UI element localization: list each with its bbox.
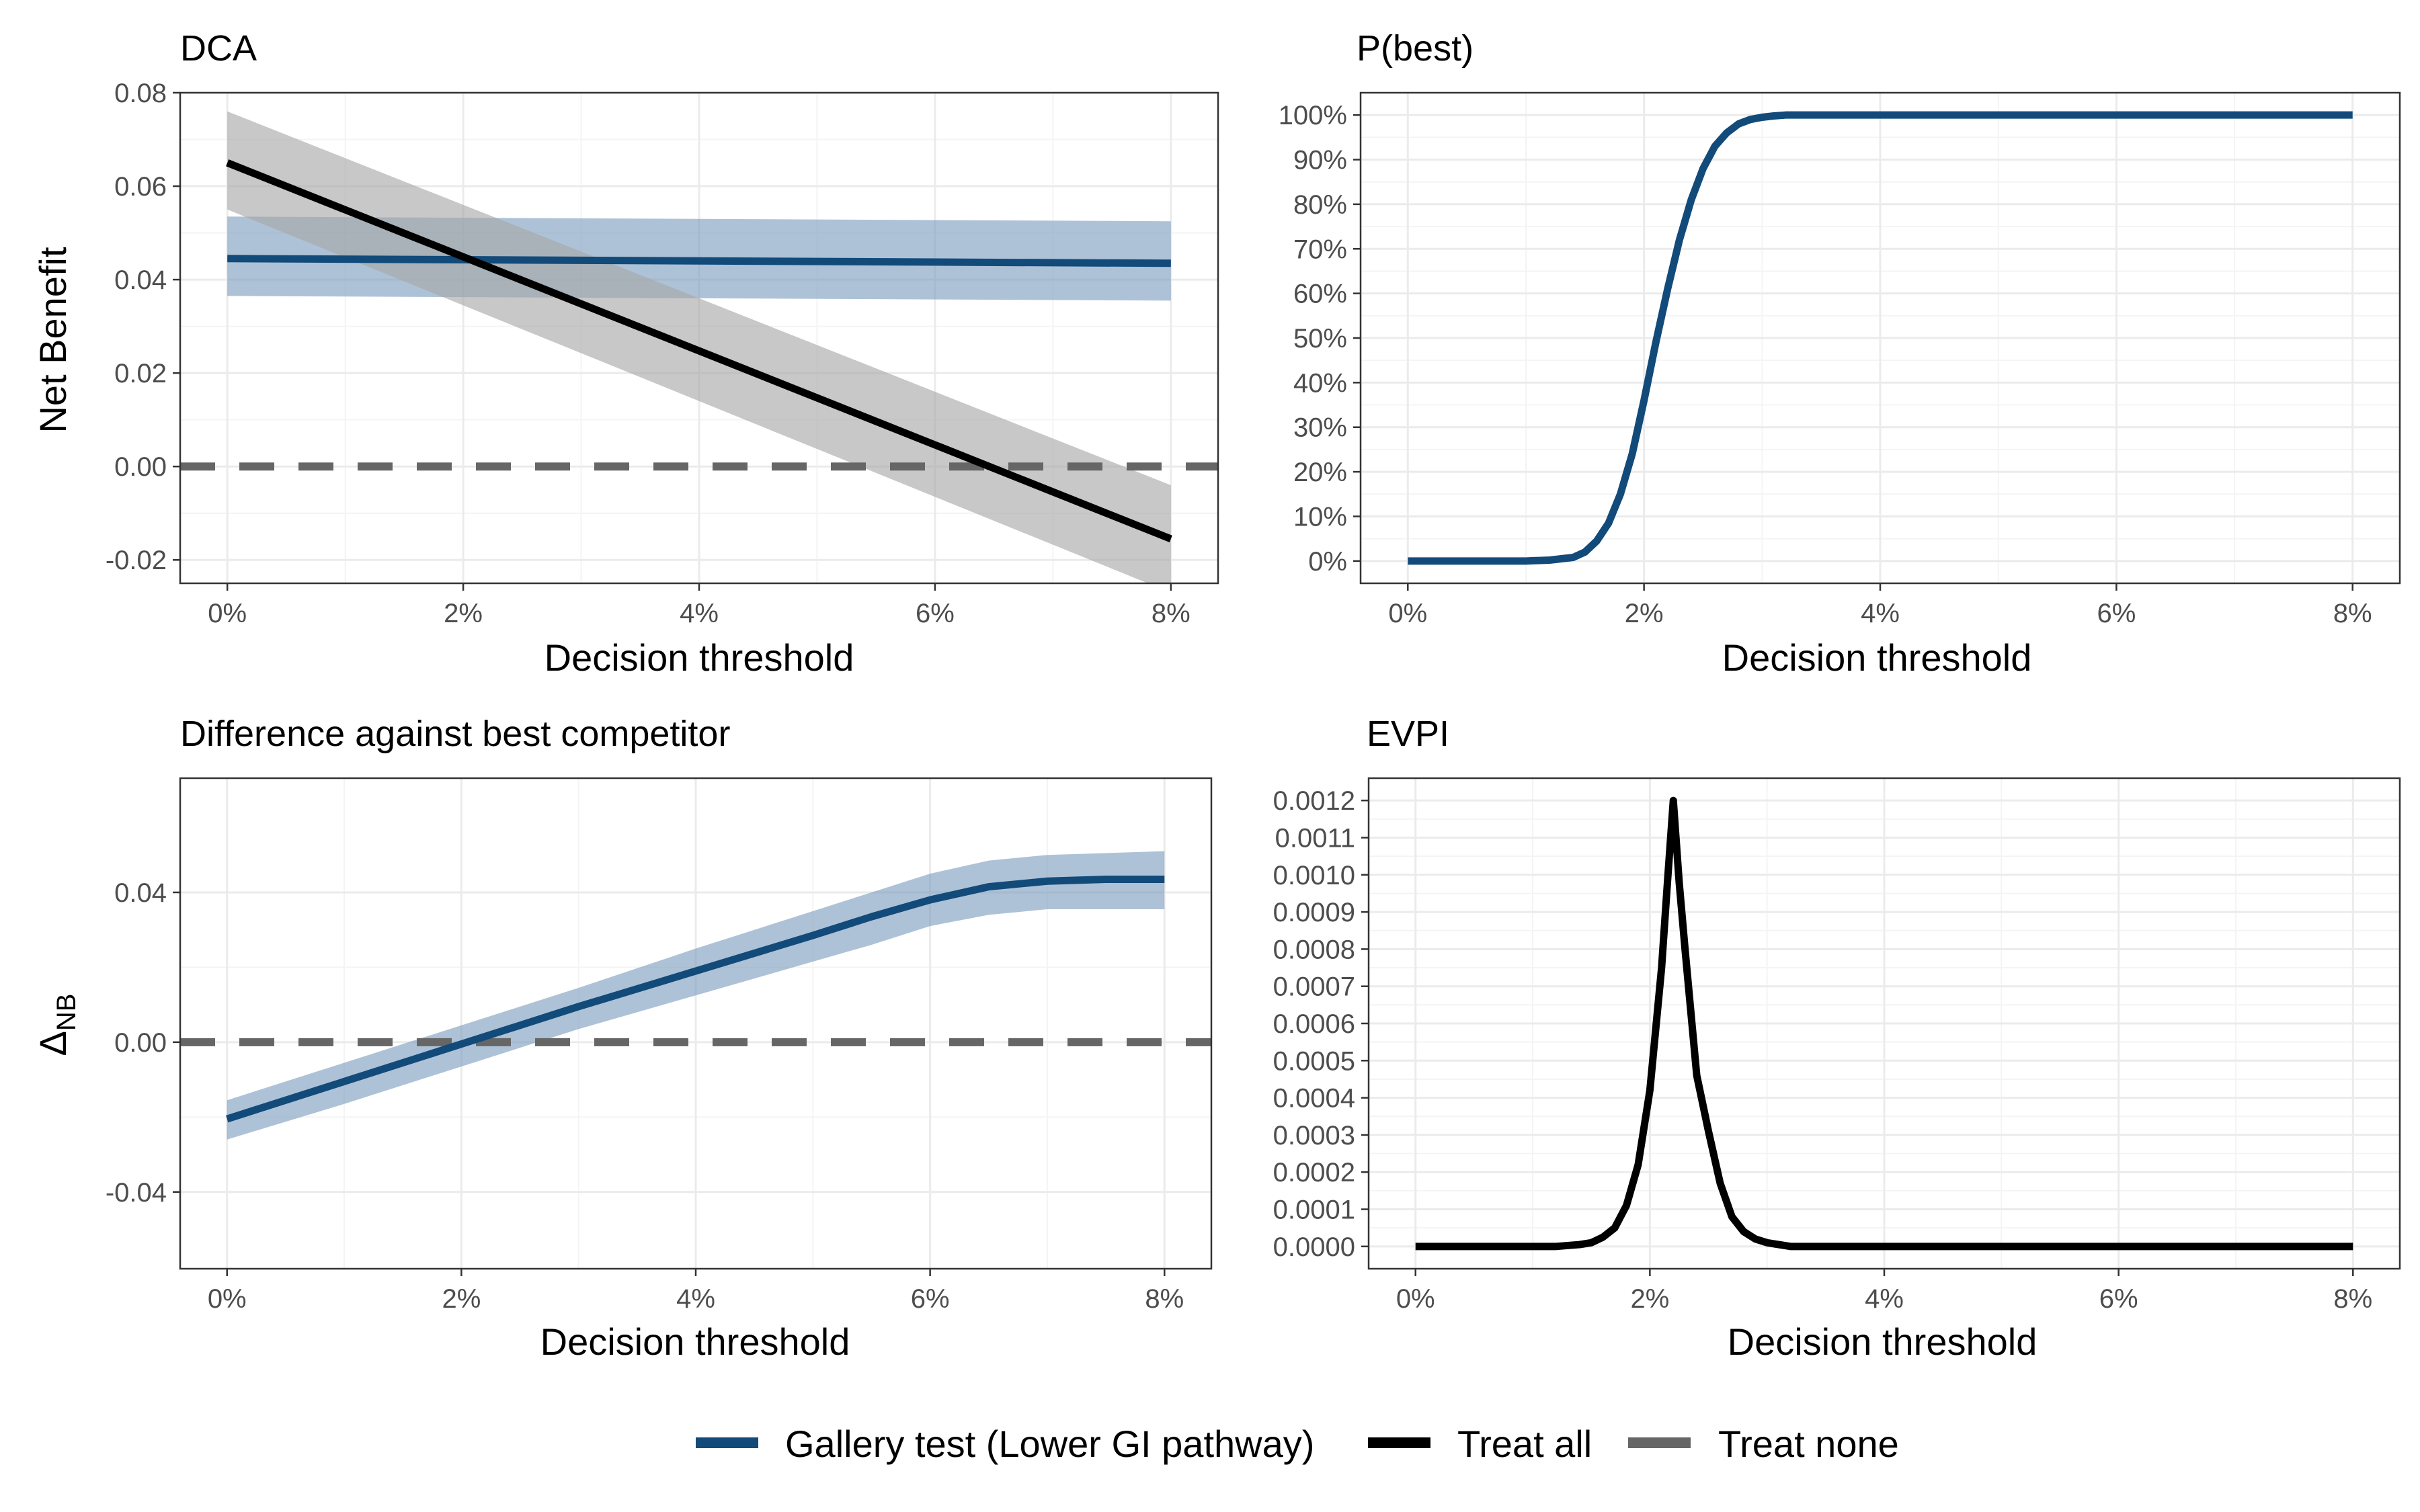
dca-line-gallery	[227, 255, 1171, 267]
diff-y-tick-label: -0.04	[106, 1178, 167, 1208]
dca-x-tick-label: 6%	[916, 599, 955, 628]
legend-label-treat-none: Treat none	[1718, 1423, 1899, 1465]
dca-y-tick-label: 0.00	[114, 452, 167, 482]
evpi-y-tick-label: 0.0009	[1273, 898, 1355, 927]
panel-dca-plot: 0% 2% 4% 6% 8% -0.02 0.00 0.02 0.04 0.06 0.08	[106, 79, 1219, 628]
evpi-x-tick-label: 6%	[2099, 1284, 2138, 1314]
panel-difference-title: Difference against best competitor	[180, 714, 730, 754]
pbest-y-tick-label: 10%	[1293, 502, 1347, 532]
dca-y-tick-label: 0.04	[114, 265, 167, 295]
dca-x-tick-label: 2%	[444, 599, 483, 628]
evpi-x-tick-label: 4%	[1865, 1284, 1904, 1314]
pbest-y-tick-label: 60%	[1293, 280, 1347, 309]
panel-pbest-plot: 0% 2% 4% 6% 8% 0% 10% 20% 30% 40% 50% 60% 70% 80% 90% 1…	[1279, 91, 2401, 628]
dca-y-tick-label: 0.06	[114, 172, 167, 202]
dca-data-layer	[180, 111, 1218, 583]
dca-y-tick-label: 0.02	[114, 359, 167, 388]
diff-x-tick-label: 4%	[676, 1284, 715, 1314]
diff-line-gallery	[226, 875, 1165, 1123]
evpi-x-tick-label: 8%	[2333, 1284, 2372, 1314]
diff-x-tick-label: 2%	[442, 1284, 481, 1314]
legend-label-gallery: Gallery test (Lower GI pathway)	[785, 1423, 1314, 1465]
dca-line-treat_all	[226, 159, 1172, 543]
evpi-y-tick-label: 0.0011	[1275, 823, 1355, 853]
panel-difference: Difference against best competitor 0% 2% 4…	[32, 714, 1213, 1363]
dca-y-tick-label: -0.02	[106, 546, 167, 575]
evpi-data-layer	[1415, 796, 2353, 1251]
pbest-y-tick-label: 20%	[1293, 458, 1347, 487]
pbest-x-tick-label: 8%	[2333, 599, 2372, 628]
evpi-line-treat_all	[1415, 796, 2353, 1251]
dca-x-tick-label: 8%	[1152, 599, 1191, 628]
dca-x-tick-label: 0%	[208, 599, 247, 628]
evpi-y-tick-label: 0.0008	[1273, 935, 1355, 964]
panel-dca-xlabel: Decision threshold	[544, 636, 854, 679]
evpi-y-tick-label: 0.0005	[1273, 1046, 1355, 1076]
diff-x-tick-label: 0%	[208, 1284, 247, 1314]
panel-dca-title: DCA	[180, 28, 257, 69]
panel-evpi-xlabel: Decision threshold	[1728, 1320, 2038, 1363]
panel-evpi: EVPI 0% 2% 4% 6% 8%0.00000.00010.00020.00030…	[1273, 714, 2401, 1363]
pbest-line-gallery	[1408, 111, 2353, 565]
evpi-y-tick-label: 0.0007	[1273, 972, 1355, 1002]
pbest-y-tick-label: 100%	[1279, 101, 1347, 130]
panel-pbest-title: P(best)	[1357, 28, 1474, 69]
panel-pbest: P(best) 0% 2% 4% 6% 8% 0% 10% 20% 30% 40% 50% 60% 70…	[1279, 28, 2401, 679]
pbest-y-tick-label: 0%	[1308, 547, 1347, 577]
evpi-y-tick-label: 0.0010	[1273, 861, 1355, 890]
pbest-y-tick-label: 90%	[1293, 146, 1347, 175]
diff-x-tick-label: 8%	[1145, 1284, 1184, 1314]
panel-difference-plot: 0% 2% 4% 6% 8% -0.04 0.00 0.04	[106, 777, 1213, 1314]
pbest-y-tick-label: 50%	[1293, 324, 1347, 353]
dca-y-tick-label: 0.08	[114, 79, 167, 108]
evpi-x-tick-label: 2%	[1630, 1284, 1669, 1314]
evpi-x-tick-label: 0%	[1396, 1284, 1435, 1314]
pbest-x-tick-label: 4%	[1861, 599, 1900, 628]
pbest-y-tick-label: 30%	[1293, 413, 1347, 443]
evpi-y-tick-label: 0.0000	[1273, 1232, 1355, 1262]
legend-label-treat-all: Treat all	[1457, 1423, 1592, 1465]
panel-evpi-plot: 0% 2% 4% 6% 8% 0.0000 0.0001 0.0002 0.0003 0.0004…	[1273, 777, 2401, 1314]
diff-y-tick-label: 0.04	[114, 878, 167, 908]
pbest-y-tick-label: 70%	[1293, 235, 1347, 264]
diff-x-tick-label: 6%	[911, 1284, 950, 1314]
evpi-y-tick-label: 0.0006	[1273, 1009, 1355, 1039]
evpi-y-tick-label: 0.0002	[1273, 1158, 1355, 1187]
evpi-y-tick-label: 0.0001	[1273, 1195, 1355, 1225]
panel-dca-ylabel: Net Benefit	[32, 247, 74, 433]
dca-x-tick-label: 4%	[680, 599, 719, 628]
diff-data-layer	[180, 851, 1211, 1140]
panel-dca: DCA 0% 2% 4% 6% 8%-0.020.000.020.040.060.08 …	[32, 28, 1219, 679]
pbest-x-tick-label: 6%	[2097, 599, 2136, 628]
legend: Gallery test (Lower GI pathway) Treat al…	[696, 1423, 1899, 1465]
pbest-x-tick-label: 0%	[1388, 599, 1427, 628]
panel-evpi-title: EVPI	[1367, 714, 1449, 754]
pbest-y-tick-label: 40%	[1293, 368, 1347, 398]
panel-pbest-xlabel: Decision threshold	[1722, 636, 2032, 679]
panel-difference-xlabel: Decision threshold	[540, 1320, 850, 1363]
diff-y-tick-label: 0.00	[114, 1028, 167, 1058]
pbest-y-tick-label: 80%	[1293, 190, 1347, 220]
pbest-x-tick-label: 2%	[1625, 599, 1664, 628]
evpi-y-tick-label: 0.0012	[1273, 786, 1355, 816]
evpi-y-tick-label: 0.0004	[1273, 1084, 1355, 1114]
pbest-data-layer	[1408, 111, 2353, 565]
evpi-y-tick-label: 0.0003	[1273, 1121, 1355, 1150]
diff-ribbon-gallery	[227, 851, 1165, 1140]
